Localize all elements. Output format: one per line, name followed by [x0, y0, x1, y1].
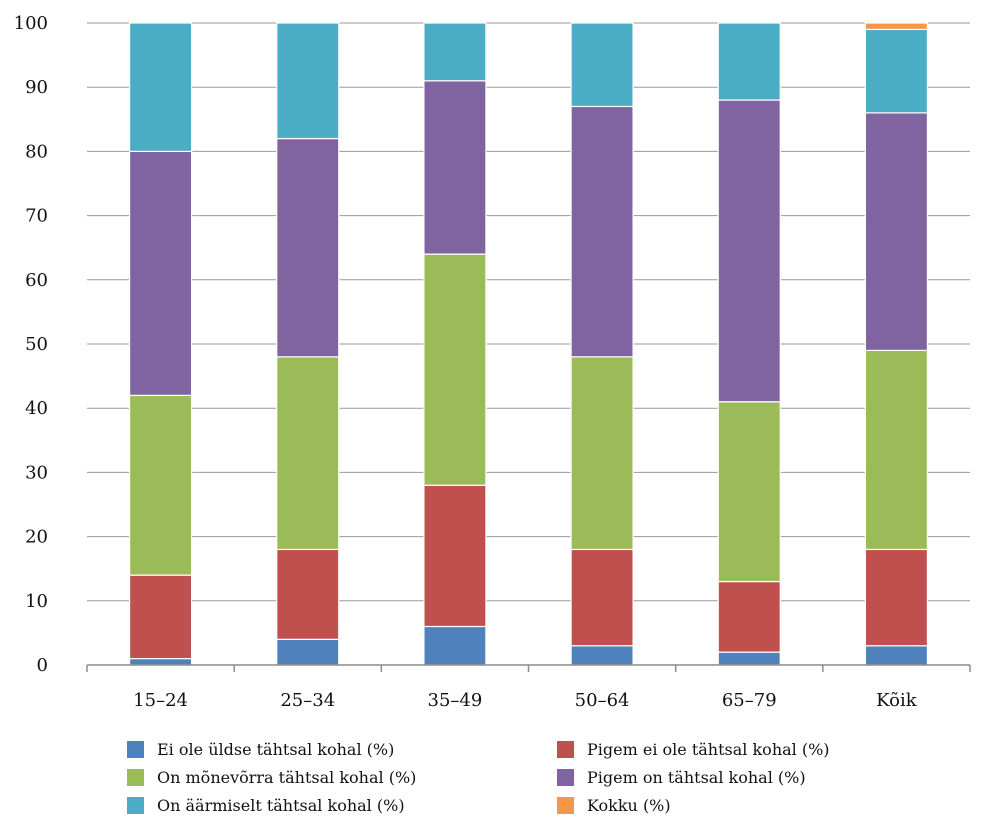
legend-swatch: [557, 797, 574, 814]
y-tick-label: 50: [25, 334, 48, 355]
x-tick-label: Kõik: [876, 690, 918, 711]
bar-segment: [717, 401, 781, 583]
bar-segment: [570, 356, 634, 551]
legend-label: Ei ole üldse tähtsal kohal (%): [157, 740, 395, 759]
x-axis-ticks: 15–24 25–34 35–49 50–64 65–79 Kõik: [133, 690, 918, 711]
x-tick-label: 35–49: [428, 690, 483, 711]
bar-segment: [128, 22, 193, 152]
bar-segment: [128, 574, 193, 660]
bar-segment: [864, 112, 929, 352]
bar-segment: [570, 645, 634, 666]
y-tick-label: 100: [14, 13, 48, 34]
legend-swatch: [557, 769, 574, 786]
bar-segment: [864, 28, 929, 114]
bar-segment: [570, 548, 634, 647]
bar-segment: [276, 356, 340, 551]
legend-label: Pigem ei ole tähtsal kohal (%): [587, 740, 830, 759]
bar-segment: [423, 484, 487, 628]
y-tick-label: 30: [25, 462, 48, 483]
legend-label: On äärmiselt tähtsal kohal (%): [157, 796, 405, 815]
x-tick-label: 25–34: [280, 690, 335, 711]
bar-segment: [128, 394, 193, 576]
bar-segment: [717, 651, 781, 666]
y-tick-label: 0: [37, 655, 48, 676]
legend-label: Pigem on tähtsal kohal (%): [587, 768, 806, 787]
y-axis-ticks: 0 10 20 30 40 50 60 70 80 90 100: [14, 13, 48, 676]
bar-segment: [276, 137, 340, 358]
bar-segment: [423, 80, 487, 255]
y-tick-label: 60: [25, 270, 48, 291]
legend-label: Kokku (%): [587, 796, 671, 815]
x-axis: [86, 664, 971, 672]
bar-segment: [717, 22, 781, 101]
bar-segment: [717, 99, 781, 403]
bar-segment: [864, 548, 929, 647]
y-tick-label: 80: [25, 141, 48, 162]
legend-item: Pigem ei ole tähtsal kohal (%): [557, 738, 917, 761]
legend-swatch: [557, 741, 574, 758]
legend: Ei ole üldse tähtsal kohal (%) Pigem ei o…: [127, 738, 927, 817]
bar-segment: [276, 22, 340, 140]
bar-segment: [570, 22, 634, 108]
bar-segment: [276, 548, 340, 640]
x-tick-label: 50–64: [575, 690, 630, 711]
legend-label: On mõnevõrra tähtsal kohal (%): [157, 768, 417, 787]
legend-swatch: [127, 797, 144, 814]
bar-segment: [276, 638, 340, 666]
y-tick-label: 40: [25, 398, 48, 419]
legend-swatch: [127, 741, 144, 758]
legend-item: Kokku (%): [557, 794, 917, 817]
y-tick-label: 90: [25, 77, 48, 98]
legend-item: Pigem on tähtsal kohal (%): [557, 766, 917, 789]
bars: [128, 22, 929, 666]
y-tick-label: 10: [25, 591, 48, 612]
y-tick-label: 20: [25, 527, 48, 548]
x-tick-label: 65–79: [722, 690, 777, 711]
x-tick-label: 15–24: [133, 690, 188, 711]
legend-item: On mõnevõrra tähtsal kohal (%): [127, 766, 557, 789]
y-tick-label: 70: [25, 206, 48, 227]
bar-segment: [864, 22, 929, 31]
legend-swatch: [127, 769, 144, 786]
bar-segment: [864, 349, 929, 551]
bar-segment: [423, 22, 487, 82]
legend-item: On äärmiselt tähtsal kohal (%): [127, 794, 557, 817]
legend-item: Ei ole üldse tähtsal kohal (%): [127, 738, 557, 761]
bar-segment: [423, 625, 487, 666]
bar-segment: [570, 105, 634, 358]
bar-segment: [864, 645, 929, 666]
gridlines: [87, 22, 970, 666]
bar-segment: [128, 657, 193, 666]
bar-segment: [717, 580, 781, 653]
bar-segment: [128, 150, 193, 396]
bar-segment: [423, 253, 487, 486]
